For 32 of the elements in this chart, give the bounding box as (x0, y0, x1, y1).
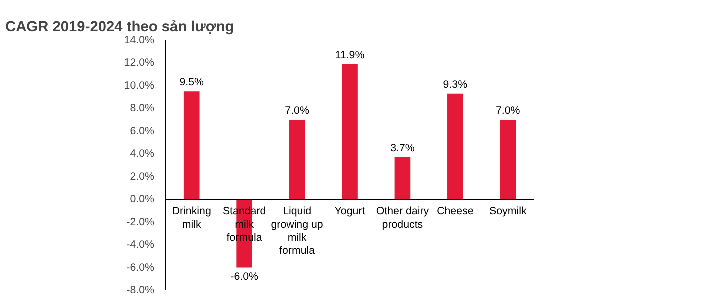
x-tick-label: Soymilk (489, 206, 528, 218)
y-tick-label: 4.0% (130, 148, 156, 160)
y-tick-label: 12.0% (124, 57, 156, 70)
data-label: 11.9% (335, 49, 366, 62)
chart-title: CAGR 2019-2024 theo sản lượng (6, 20, 234, 36)
data-label: -6.0% (230, 270, 260, 283)
x-tick-label: Drinking milk (172, 206, 212, 231)
y-tick-label: 14.0% (124, 34, 156, 46)
data-label: 9.5% (180, 76, 205, 89)
y-tick-label: -8.0% (126, 284, 156, 296)
data-label: 7.0% (285, 105, 310, 118)
y-tick-label: 6.0% (130, 125, 156, 138)
bar (184, 92, 200, 200)
y-tick-label: 10.0% (124, 80, 156, 92)
data-label: 9.3% (443, 78, 468, 91)
x-tick-label: Other dairy products (376, 206, 430, 231)
y-tick-label: 2.0% (130, 170, 156, 183)
y-tick-label: -4.0% (126, 239, 156, 252)
bar (289, 120, 306, 200)
bar (342, 64, 358, 200)
data-label: 7.0% (496, 105, 521, 118)
bar (394, 158, 411, 200)
bar (500, 120, 516, 200)
y-tick-label: -6.0% (126, 262, 156, 274)
y-tick-label: -2.0% (126, 216, 156, 228)
y-tick-label: 0.0% (130, 194, 156, 206)
x-tick-label: Cheese (437, 206, 474, 218)
bar (448, 94, 464, 200)
x-tick-label: Yogurt (334, 206, 366, 218)
data-label: 3.7% (390, 142, 416, 155)
y-tick-label: 8.0% (130, 102, 156, 115)
x-tick-label: Liquid growing up milk formula (271, 206, 324, 258)
